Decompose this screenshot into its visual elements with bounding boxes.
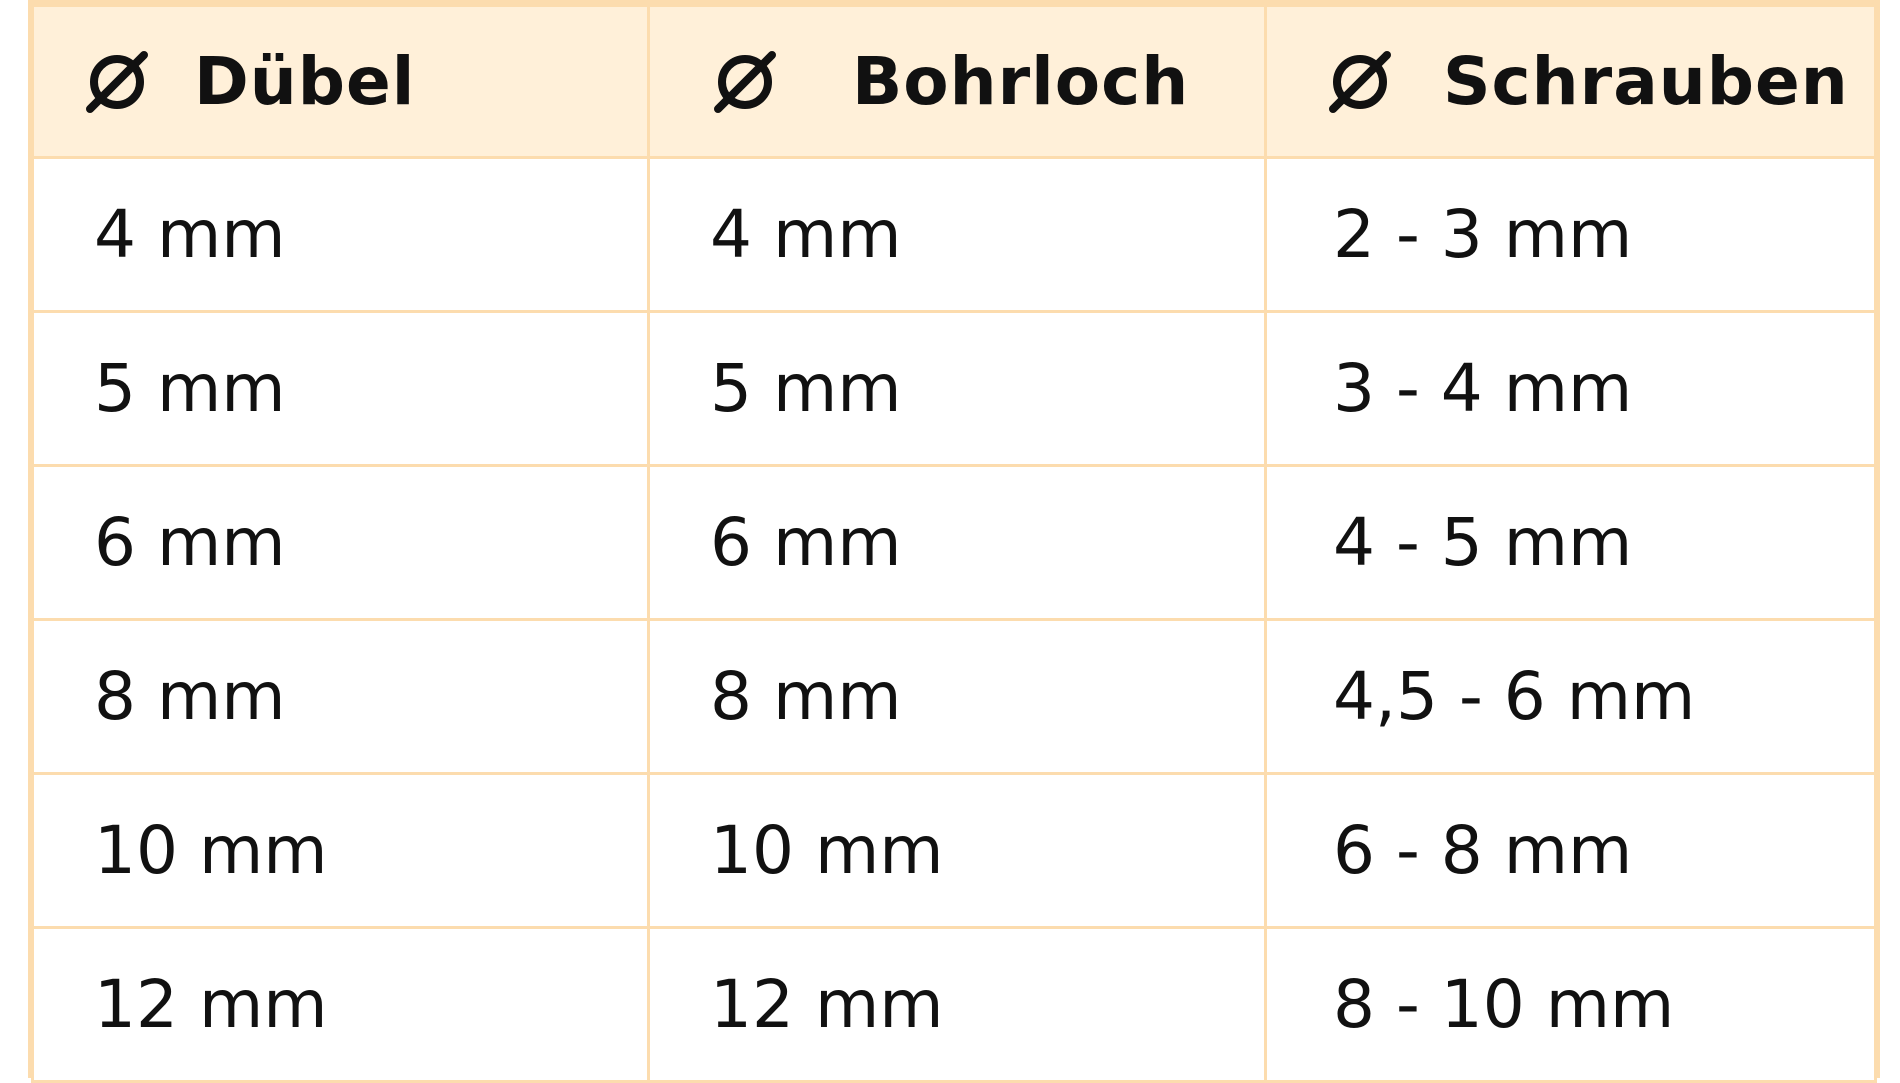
table-cell-schrauben: 4,5 - 6 mm xyxy=(1264,618,1877,775)
table-cell-schrauben: 3 - 4 mm xyxy=(1264,310,1877,467)
table-cell-duebel: 6 mm xyxy=(31,464,650,621)
table-row: 6 mm 6 mm 4 - 5 mm xyxy=(31,464,1877,621)
table-cell-schrauben: 4 - 5 mm xyxy=(1264,464,1877,621)
diameter-icon xyxy=(1327,49,1393,115)
table-cell-duebel: 5 mm xyxy=(31,310,650,467)
table-cell-duebel: 4 mm xyxy=(31,156,650,313)
diameter-icon xyxy=(84,49,150,115)
table-cell-bohrloch: 10 mm xyxy=(647,772,1267,929)
table-cell-bohrloch: 5 mm xyxy=(647,310,1267,467)
table-row: 12 mm 12 mm 8 - 10 mm xyxy=(31,926,1877,1083)
table-row: 10 mm 10 mm 6 - 8 mm xyxy=(31,772,1877,929)
column-header-label: Schrauben xyxy=(1443,43,1849,120)
table-cell-bohrloch: 8 mm xyxy=(647,618,1267,775)
column-header-schrauben: Schrauben xyxy=(1264,4,1877,159)
table-cell-schrauben: 6 - 8 mm xyxy=(1264,772,1877,929)
column-header-label: Bohrloch xyxy=(852,43,1190,120)
column-header-duebel: Dübel xyxy=(31,4,650,159)
table-cell-duebel: 8 mm xyxy=(31,618,650,775)
table-row: 5 mm 5 mm 3 - 4 mm xyxy=(31,310,1877,467)
column-header-bohrloch: Bohrloch xyxy=(647,4,1267,159)
table-cell-duebel: 10 mm xyxy=(31,772,650,929)
table-cell-duebel: 12 mm xyxy=(31,926,650,1083)
column-header-label: Dübel xyxy=(194,43,416,120)
header-row: Dübel Bohrloch xyxy=(31,4,1877,159)
diameter-icon xyxy=(712,49,778,115)
table-row: 4 mm 4 mm 2 - 3 mm xyxy=(31,156,1877,313)
table-cell-bohrloch: 4 mm xyxy=(647,156,1267,313)
dowel-size-table-container: Dübel Bohrloch xyxy=(28,0,1880,1083)
table-cell-schrauben: 2 - 3 mm xyxy=(1264,156,1877,313)
dowel-size-table: Dübel Bohrloch xyxy=(31,4,1877,1083)
table-cell-bohrloch: 6 mm xyxy=(647,464,1267,621)
table-cell-bohrloch: 12 mm xyxy=(647,926,1267,1083)
table-cell-schrauben: 8 - 10 mm xyxy=(1264,926,1877,1083)
table-row: 8 mm 8 mm 4,5 - 6 mm xyxy=(31,618,1877,775)
